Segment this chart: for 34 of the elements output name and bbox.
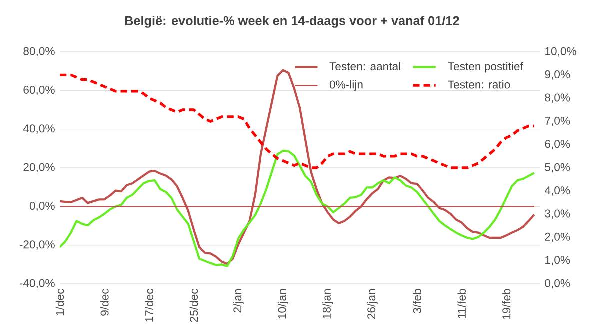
y2-tick-label: 8,0% xyxy=(545,94,570,104)
y-tick-label: 20,0% xyxy=(24,163,55,173)
x-tick-label: 17/dec xyxy=(145,289,154,322)
y2-tick-label: 7,0% xyxy=(545,116,570,126)
x-tick-label: 1/dec xyxy=(56,289,64,316)
y2-tick-label: 2,0% xyxy=(545,232,570,242)
y-tick-label: -40,0% xyxy=(20,279,55,289)
legend-label: Testen: aantal xyxy=(330,62,400,71)
legend-label: Testen: ratio xyxy=(448,80,510,89)
y2-tick-label: 3,0% xyxy=(545,210,570,220)
x-tick-label: 26/jan xyxy=(367,289,378,320)
y2-tick-label: 4,0% xyxy=(544,186,570,196)
y-tick-label: 60,0% xyxy=(24,86,55,96)
x-tick-label: 2/jan xyxy=(233,289,244,313)
legend-label: Testen postitief xyxy=(448,62,524,73)
x-tick-label: 25/dec xyxy=(190,289,198,322)
x-tick-label: 18/jan xyxy=(322,289,334,319)
legend-label: 0%-lijn xyxy=(330,80,363,91)
x-tick-label: 11/feb xyxy=(458,289,466,319)
y2-tick-label: 10,0% xyxy=(546,47,576,57)
y2-tick-label: 1,0% xyxy=(546,256,570,266)
chart-title: België: evolutie-% week en 14-daags voor + vanaf 01/12 xyxy=(125,16,460,28)
y-tick-label: 0,0% xyxy=(30,202,55,212)
y-tick-label: 80,0% xyxy=(24,47,55,57)
y-tick-label: 40,0% xyxy=(23,124,55,134)
x-tick-label: 19/feb xyxy=(502,289,511,320)
y2-tick-label: 6,0% xyxy=(545,140,570,150)
x-tick-label: 9/dec xyxy=(100,289,109,316)
y2-tick-label: 0,0% xyxy=(545,279,570,289)
y2-tick-label: 9,0% xyxy=(545,70,570,80)
y-tick-label: -20,0% xyxy=(20,240,55,250)
x-tick-label: 3/feb xyxy=(413,289,422,314)
y2-tick-label: 5,0% xyxy=(545,163,570,173)
x-tick-label: 10/jan xyxy=(278,289,289,319)
